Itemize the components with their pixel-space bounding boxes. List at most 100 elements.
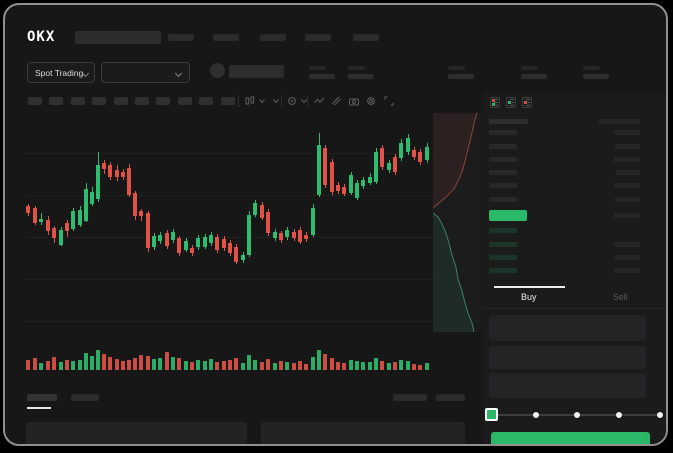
pair-name-placeholder xyxy=(229,65,284,78)
volume-bar xyxy=(26,360,30,370)
chevron-down-icon[interactable] xyxy=(256,95,268,107)
slider-stop[interactable] xyxy=(532,412,539,418)
volume-bar xyxy=(177,358,181,370)
candle xyxy=(292,232,296,238)
pair-select[interactable] xyxy=(101,62,190,83)
toolbar-divider xyxy=(281,95,282,107)
active-tab-indicator xyxy=(494,286,565,288)
candle xyxy=(96,165,100,199)
chevron-down-icon[interactable] xyxy=(270,95,282,107)
volume-bar xyxy=(158,358,162,370)
timeframe-button-placeholder[interactable] xyxy=(135,97,149,105)
timeframe-button-placeholder[interactable] xyxy=(28,97,42,105)
nav-item-placeholder[interactable] xyxy=(213,34,239,41)
candle xyxy=(266,212,270,233)
volume-bar xyxy=(228,360,232,370)
timeframe-button-placeholder[interactable] xyxy=(199,97,214,105)
volume-bar xyxy=(115,359,119,370)
candle xyxy=(139,211,143,216)
last-price-badge[interactable] xyxy=(489,210,527,221)
timeframe-button-placeholder[interactable] xyxy=(70,97,85,105)
orderbook-header-price[interactable] xyxy=(489,119,528,124)
candle xyxy=(349,175,353,193)
timeframe-button-placeholder[interactable] xyxy=(113,97,128,105)
tab-sell[interactable]: Sell xyxy=(612,292,628,302)
order-input-placeholder[interactable] xyxy=(489,346,646,369)
fullscreen-icon[interactable] xyxy=(383,95,395,107)
volume-bar xyxy=(127,360,131,370)
volume-bar xyxy=(336,362,340,370)
app-frame: OKX Spot Trading xyxy=(3,3,668,446)
depth-chart xyxy=(432,112,482,333)
candle xyxy=(52,228,56,238)
candle xyxy=(311,208,315,235)
bid-row-price[interactable] xyxy=(489,255,517,260)
nav-item-placeholder[interactable] xyxy=(353,34,379,41)
timeframe-button-placeholder[interactable] xyxy=(220,97,235,105)
candle xyxy=(177,238,181,253)
timeframe-button-placeholder[interactable] xyxy=(177,97,192,105)
candle xyxy=(209,235,213,243)
settings-icon[interactable] xyxy=(365,95,377,107)
indicators-icon[interactable] xyxy=(286,95,298,107)
nav-item-placeholder[interactable] xyxy=(305,34,331,41)
camera-icon[interactable] xyxy=(348,95,360,107)
order-input-placeholder[interactable] xyxy=(489,315,646,341)
slider-stop[interactable] xyxy=(574,412,580,418)
ask-row-amount xyxy=(614,183,640,188)
search-input[interactable] xyxy=(75,31,161,44)
slider-stop[interactable] xyxy=(615,412,622,418)
orderbook-both-icon[interactable] xyxy=(490,97,500,108)
orders-table-placeholder xyxy=(26,422,247,444)
chart-type-icon[interactable] xyxy=(244,95,256,107)
volume-bar xyxy=(84,353,88,370)
ask-row-price[interactable] xyxy=(489,157,517,162)
bid-row-price[interactable] xyxy=(489,228,517,233)
volume-bar xyxy=(146,356,150,370)
volume-bar xyxy=(292,363,296,370)
okx-logo[interactable]: OKX xyxy=(27,29,56,45)
ruler-icon[interactable] xyxy=(330,95,342,107)
candle xyxy=(304,235,308,239)
toolbar-divider xyxy=(307,95,308,107)
ask-row-price[interactable] xyxy=(489,170,517,175)
line-tool-icon[interactable] xyxy=(313,95,325,107)
ask-row-price[interactable] xyxy=(489,183,517,188)
chevron-down-icon[interactable] xyxy=(298,95,310,107)
candle xyxy=(418,152,422,162)
tab-buy[interactable]: Buy xyxy=(520,292,537,302)
timeframe-button-placeholder[interactable] xyxy=(49,97,64,105)
right-sidebar: Buy Sell xyxy=(483,91,666,444)
bid-row-price[interactable] xyxy=(489,268,517,273)
gridline xyxy=(25,279,465,280)
candle xyxy=(342,187,346,194)
bottom-tab-active[interactable] xyxy=(27,394,57,401)
buy-submit-button[interactable] xyxy=(491,432,650,444)
bottom-action-placeholder[interactable] xyxy=(393,394,427,401)
nav-item-placeholder[interactable] xyxy=(260,34,286,41)
orderbook-bids-icon[interactable] xyxy=(506,97,516,108)
volume-bar xyxy=(374,358,378,370)
candle xyxy=(298,230,302,242)
amount-slider[interactable] xyxy=(483,407,666,425)
volume-bar xyxy=(190,362,194,370)
volume-bar xyxy=(260,362,264,370)
market-type-select[interactable]: Spot Trading xyxy=(27,62,95,83)
ask-row-price[interactable] xyxy=(489,130,517,135)
bottom-action-placeholder[interactable] xyxy=(436,394,465,401)
orderbook-asks-icon[interactable] xyxy=(522,97,532,108)
ask-row-price[interactable] xyxy=(489,144,517,149)
candle xyxy=(380,148,384,167)
slider-handle[interactable] xyxy=(485,408,498,421)
ask-row-price[interactable] xyxy=(489,197,517,202)
gridline xyxy=(25,321,465,322)
bottom-tab[interactable] xyxy=(71,394,99,401)
bid-row-price[interactable] xyxy=(489,242,517,247)
stat-value-placeholder xyxy=(448,74,474,79)
timeframe-button-placeholder[interactable] xyxy=(156,97,171,105)
nav-item-placeholder[interactable] xyxy=(168,34,194,41)
order-input-placeholder[interactable] xyxy=(489,373,646,398)
volume-bar xyxy=(387,363,391,370)
timeframe-button-placeholder[interactable] xyxy=(92,97,107,105)
slider-stop[interactable] xyxy=(657,412,663,418)
